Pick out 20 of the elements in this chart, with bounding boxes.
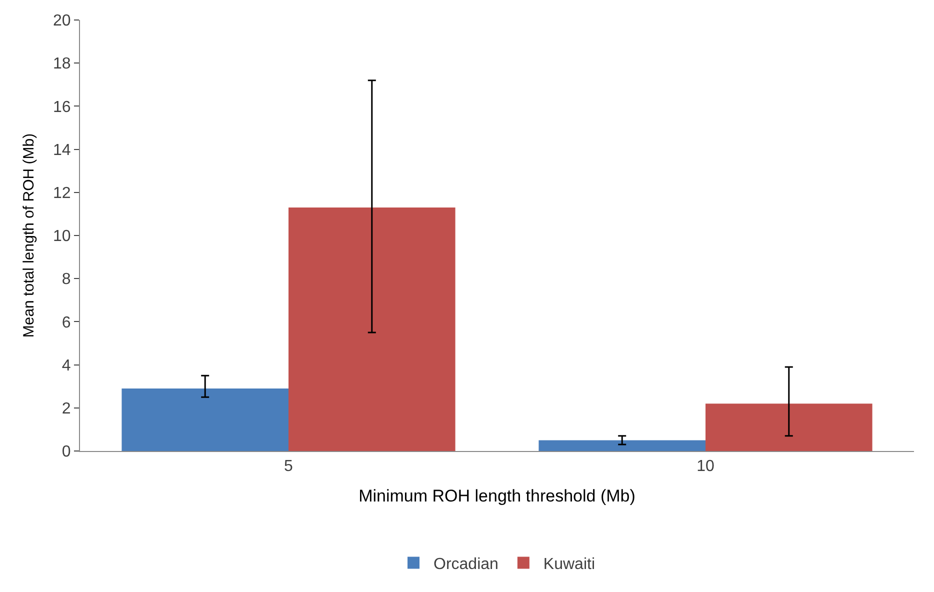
y-tick-label: 0	[62, 444, 71, 461]
y-tick-label: 16	[53, 98, 71, 116]
legend-label: Orcadian	[434, 556, 498, 573]
legend-label: Kuwaiti	[543, 556, 595, 573]
y-tick-label: 20	[53, 12, 71, 30]
bar	[706, 404, 872, 451]
bar	[538, 440, 706, 451]
y-tick-label: 10	[53, 228, 71, 246]
bar	[122, 388, 288, 451]
y-tick-label: 12	[53, 185, 71, 202]
y-tick-label: 4	[62, 357, 71, 374]
y-axis-title: Mean total length of ROH (Mb)	[20, 133, 38, 338]
y-tick-label: 6	[62, 314, 71, 332]
x-axis-title: Minimum ROH length threshold (Mb)	[358, 486, 636, 506]
y-tick-label: 14	[53, 142, 71, 159]
y-tick-label: 2	[62, 400, 71, 418]
y-tick-label: 18	[53, 56, 71, 73]
bar	[288, 207, 456, 451]
x-tick-label: 5	[284, 458, 294, 476]
y-tick-label: 8	[62, 271, 71, 288]
